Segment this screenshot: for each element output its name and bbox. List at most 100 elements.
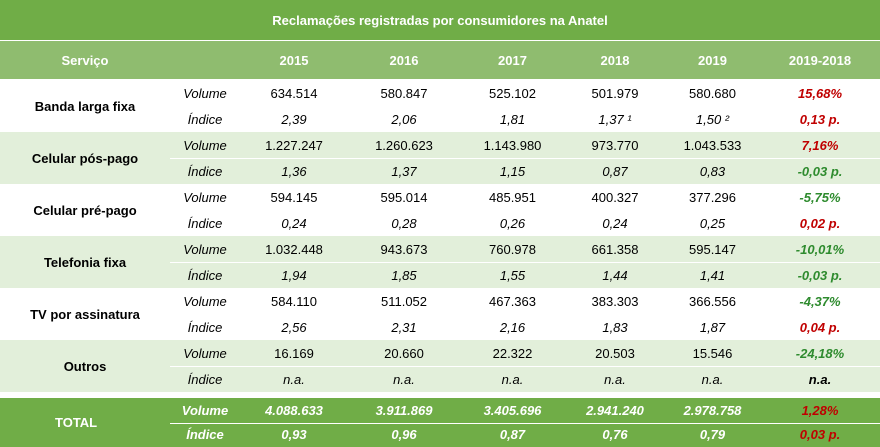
value: 0,87 bbox=[499, 427, 526, 443]
value: 383.303 bbox=[591, 293, 639, 309]
value: 3.911.869 bbox=[375, 402, 433, 418]
value: 634.514 bbox=[270, 85, 318, 101]
metric-label: Índice bbox=[187, 111, 223, 127]
service: Telefonia fixa bbox=[43, 254, 127, 270]
value: 580.680 bbox=[689, 85, 736, 101]
change-value: 15,68% bbox=[797, 85, 843, 101]
metric-label: Volume bbox=[181, 402, 229, 418]
metric-label: Volume bbox=[183, 293, 227, 309]
value: 580.847 bbox=[380, 85, 428, 101]
service: TV por assinatura bbox=[30, 306, 140, 322]
value: 15.546 bbox=[692, 345, 733, 361]
value: 595.147 bbox=[689, 241, 736, 257]
value: 2,56 bbox=[281, 319, 307, 335]
metric-label: Volume bbox=[183, 241, 227, 257]
divider bbox=[170, 262, 880, 263]
value: 1.227.247 bbox=[265, 137, 323, 153]
value: 467.363 bbox=[489, 293, 536, 309]
metric-label: Volume bbox=[183, 189, 227, 205]
value: 366.556 bbox=[689, 293, 736, 309]
value: 0,83 bbox=[699, 163, 726, 179]
value: 16.169 bbox=[274, 345, 314, 361]
value: 4.088.633 bbox=[265, 402, 323, 418]
service: Banda larga fixa bbox=[34, 98, 136, 114]
value: 1,44 bbox=[602, 267, 628, 283]
value: 3.405.696 bbox=[483, 402, 542, 418]
header-col: 2015 bbox=[279, 52, 309, 68]
value: 400.327 bbox=[591, 189, 639, 205]
value: 0,24 bbox=[281, 215, 307, 231]
change-value: 1,28% bbox=[801, 402, 839, 418]
value: 511.052 bbox=[380, 293, 428, 309]
metric-label: Volume bbox=[183, 137, 227, 153]
value: 0,26 bbox=[499, 215, 526, 231]
value: 1,50 ² bbox=[695, 111, 730, 127]
change-value: -0,03 p. bbox=[797, 267, 843, 283]
value: 0,76 bbox=[602, 427, 628, 443]
value: 22.322 bbox=[492, 345, 533, 361]
metric-label: Índice bbox=[187, 267, 223, 283]
change-value: -10,01% bbox=[795, 241, 845, 257]
value: 1,87 bbox=[699, 319, 726, 335]
change-value: 7,16% bbox=[801, 137, 839, 153]
divider bbox=[170, 366, 880, 367]
change-value: n.a. bbox=[808, 371, 832, 387]
change-value: 0,02 p. bbox=[799, 215, 841, 231]
value: 1,15 bbox=[499, 163, 526, 179]
metric-label: Índice bbox=[187, 163, 223, 179]
divider bbox=[170, 422, 880, 424]
title: Reclamações registradas por consumidores… bbox=[0, 0, 880, 40]
divider bbox=[170, 106, 880, 107]
value: 0,28 bbox=[391, 215, 417, 231]
service: TOTAL bbox=[55, 415, 98, 430]
header-bg bbox=[0, 41, 880, 79]
value: 1,85 bbox=[391, 267, 417, 283]
value: 2,31 bbox=[391, 319, 417, 335]
value: 525.102 bbox=[489, 85, 536, 101]
metric-label: Índice bbox=[187, 371, 223, 387]
service: Outros bbox=[63, 358, 107, 374]
value: 595.014 bbox=[380, 189, 428, 205]
change-value: -4,37% bbox=[799, 293, 841, 309]
header-col: 2019 bbox=[698, 52, 727, 68]
value: n.a. bbox=[283, 371, 305, 387]
value: 20.503 bbox=[595, 345, 635, 361]
value: n.a. bbox=[501, 371, 524, 387]
header-service: Serviço bbox=[61, 52, 109, 68]
value: 2,16 bbox=[499, 319, 526, 335]
header-col: 2017 bbox=[498, 52, 527, 68]
value: 2,06 bbox=[391, 111, 417, 127]
value: 0,93 bbox=[281, 427, 307, 443]
value: 2,39 bbox=[281, 111, 307, 127]
value: 943.673 bbox=[380, 241, 428, 257]
service: Celular pré-pago bbox=[33, 202, 137, 218]
value: 377.296 bbox=[689, 189, 736, 205]
change-value: -5,75% bbox=[799, 189, 841, 205]
value: 0,79 bbox=[699, 427, 726, 443]
value: 1,41 bbox=[699, 267, 726, 283]
value: 1,36 bbox=[281, 163, 307, 179]
value: 501.979 bbox=[591, 85, 639, 101]
value: 20.660 bbox=[384, 345, 424, 361]
value: 2.941.240 bbox=[586, 402, 644, 418]
value: 2.978.758 bbox=[683, 402, 742, 418]
value: 973.770 bbox=[591, 137, 639, 153]
metric-label: Índice bbox=[187, 215, 223, 231]
value: n.a. bbox=[701, 371, 724, 387]
value: 1,83 bbox=[602, 319, 628, 335]
service: Celular pós-pago bbox=[31, 150, 139, 166]
value: 1,94 bbox=[281, 267, 307, 283]
change-value: -0,03 p. bbox=[797, 163, 843, 179]
value: 1,37 bbox=[391, 163, 417, 179]
divider bbox=[170, 158, 880, 159]
value: 1.043.533 bbox=[683, 137, 742, 153]
header-col: 2019-2018 bbox=[788, 52, 852, 68]
value: 0,96 bbox=[391, 427, 417, 443]
value: n.a. bbox=[393, 371, 415, 387]
value: 594.145 bbox=[270, 189, 318, 205]
change-value: 0,04 p. bbox=[799, 319, 841, 335]
value: 760.978 bbox=[489, 241, 536, 257]
header-col: 2016 bbox=[389, 52, 419, 68]
value: 0,87 bbox=[602, 163, 628, 179]
